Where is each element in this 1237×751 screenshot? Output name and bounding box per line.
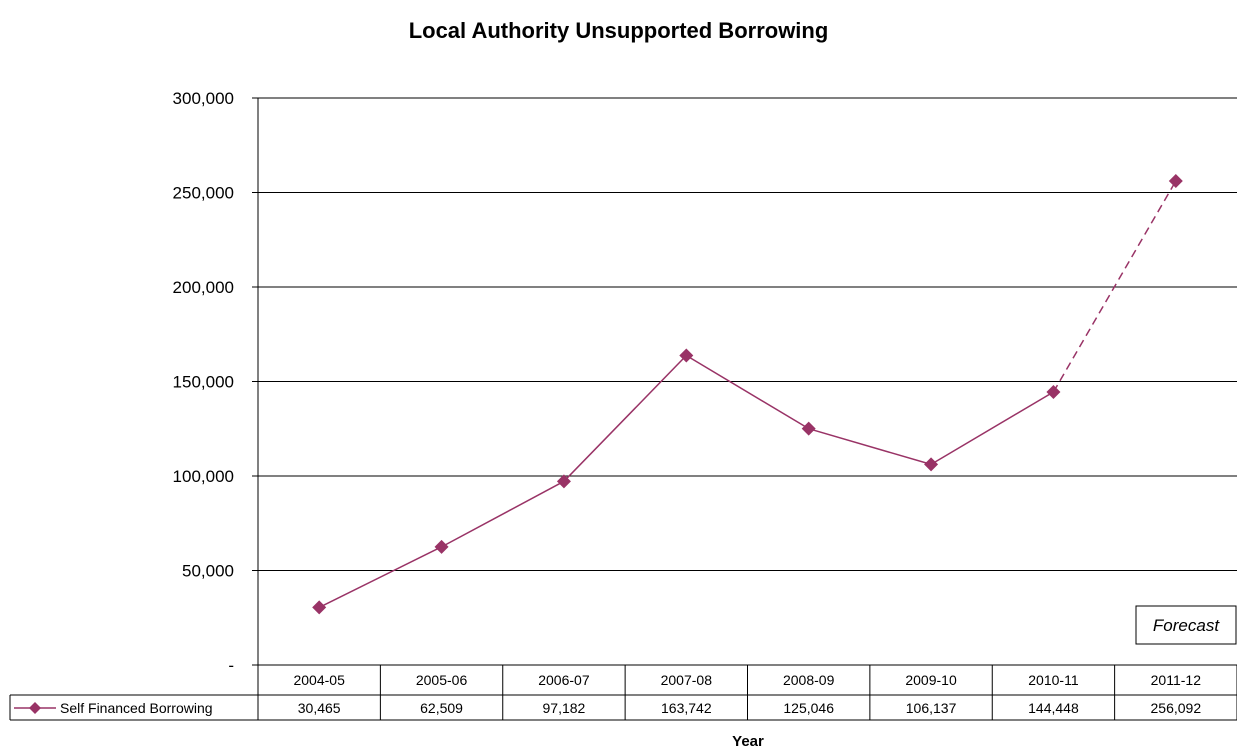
table-value-cell: 62,509	[420, 700, 463, 716]
series-line-segment	[808, 427, 932, 466]
data-point-marker	[801, 421, 816, 436]
table-value-cell: 163,742	[661, 700, 712, 716]
x-category-label: 2010-11	[1028, 672, 1079, 688]
forecast-line-segment	[1052, 180, 1177, 393]
legend-diamond-marker	[29, 702, 41, 714]
chart-title: Local Authority Unsupported Borrowing	[408, 18, 829, 43]
x-category-label: 2005-06	[416, 672, 468, 688]
y-tick-label: 150,000	[173, 373, 234, 392]
table-value-cell: 97,182	[543, 700, 586, 716]
y-tick-label: 300,000	[173, 89, 234, 108]
y-tick-label: 250,000	[173, 184, 234, 203]
legend-label: Self Financed Borrowing	[60, 700, 213, 716]
data-point-marker	[434, 539, 449, 554]
series-line-segment	[685, 354, 810, 430]
data-point-marker	[924, 457, 939, 472]
data-point-marker	[312, 600, 327, 615]
x-category-label: 2006-07	[538, 672, 590, 688]
series-line-segment	[563, 355, 687, 482]
table-value-cell: 106,137	[906, 700, 957, 716]
x-category-label: 2007-08	[661, 672, 713, 688]
data-table: 2004-05 30,465 2005-06 62,509 2006-07 97,182 2…	[9, 664, 1237, 721]
y-tick-label: 100,000	[173, 467, 234, 486]
x-axis-label: Year	[732, 733, 764, 750]
x-category-label: 2004-05	[293, 672, 345, 688]
series-line-segment	[441, 480, 565, 548]
series-self-financed-borrowing	[312, 173, 1183, 615]
data-point-marker	[1168, 173, 1183, 188]
table-value-cell: 144,448	[1028, 700, 1079, 716]
y-ticks: - 50,000 100,000 150,000 200,000 250,000 300,0…	[173, 89, 258, 675]
data-point-marker	[1046, 384, 1061, 399]
forecast-label: Forecast	[1153, 616, 1220, 635]
table-value-cell: 30,465	[298, 700, 341, 716]
series-line-segment	[930, 391, 1054, 466]
x-category-label: 2011-12	[1151, 672, 1202, 688]
forecast-annotation: Forecast	[1135, 605, 1237, 645]
series-line-segment	[318, 546, 442, 609]
x-category-label: 2008-09	[783, 672, 835, 688]
y-tick-label: -	[228, 656, 234, 675]
y-tick-label: 200,000	[173, 278, 234, 297]
data-point-marker	[556, 474, 571, 489]
table-value-cell: 256,092	[1151, 700, 1202, 716]
x-category-label: 2009-10	[905, 672, 957, 688]
forecast-box	[1135, 605, 1237, 645]
y-tick-label: 50,000	[182, 562, 234, 581]
data-point-marker	[679, 348, 694, 363]
gridlines	[258, 97, 1237, 571]
table-value-cell: 125,046	[783, 700, 834, 716]
